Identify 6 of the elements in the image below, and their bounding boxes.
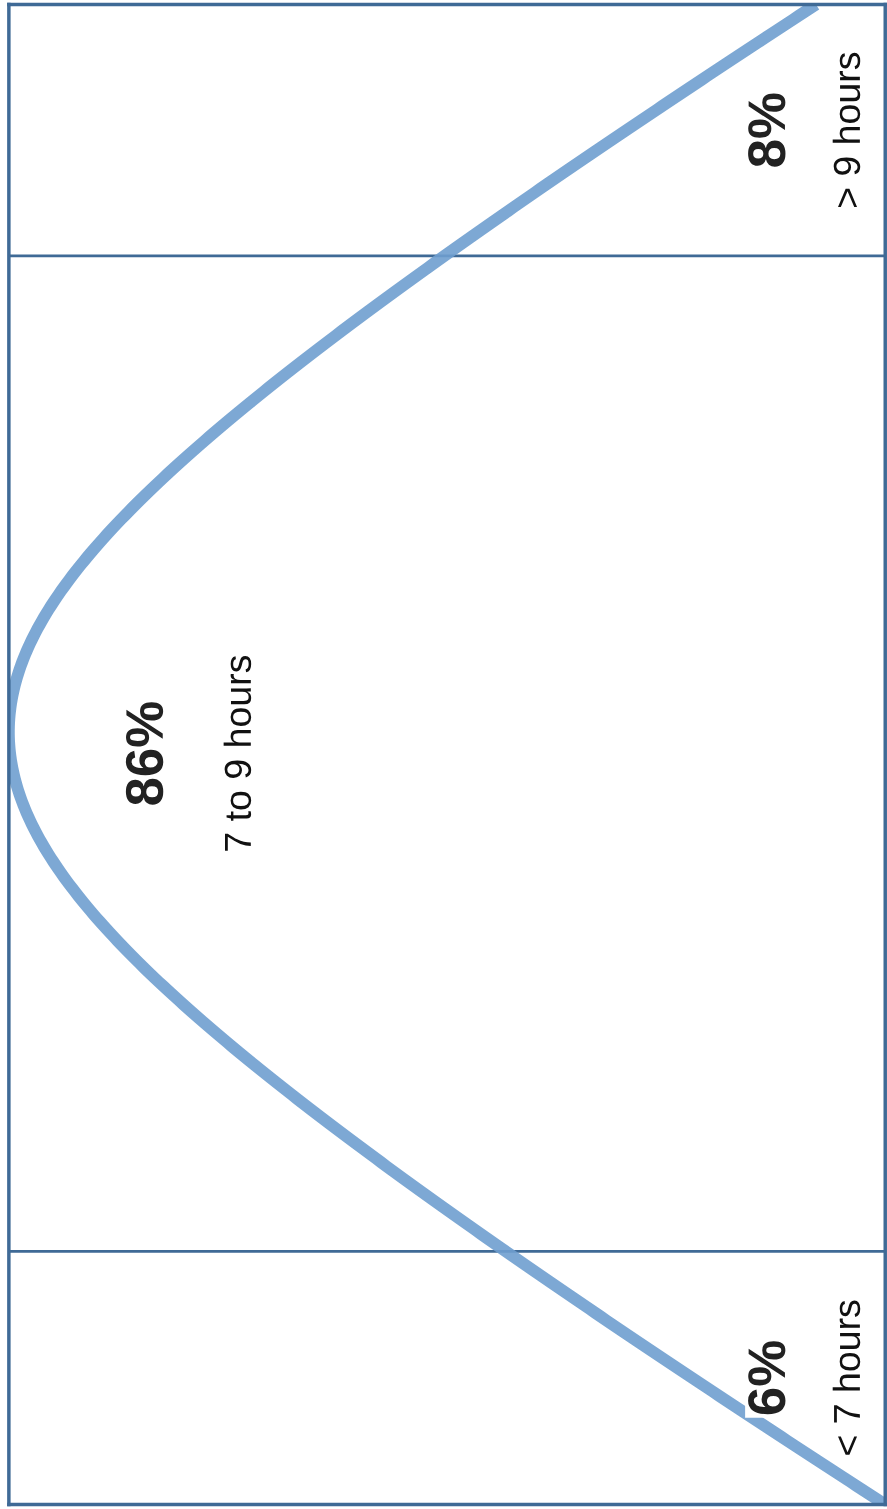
category-label: > 9 hours (832, 52, 861, 208)
category-label: 7 to 9 hours (223, 655, 252, 851)
data-label: 6% (748, 1341, 786, 1415)
data-label: 8% (748, 93, 786, 167)
category-label: < 7 hours (832, 1300, 861, 1455)
data-label: 86% (125, 702, 164, 805)
